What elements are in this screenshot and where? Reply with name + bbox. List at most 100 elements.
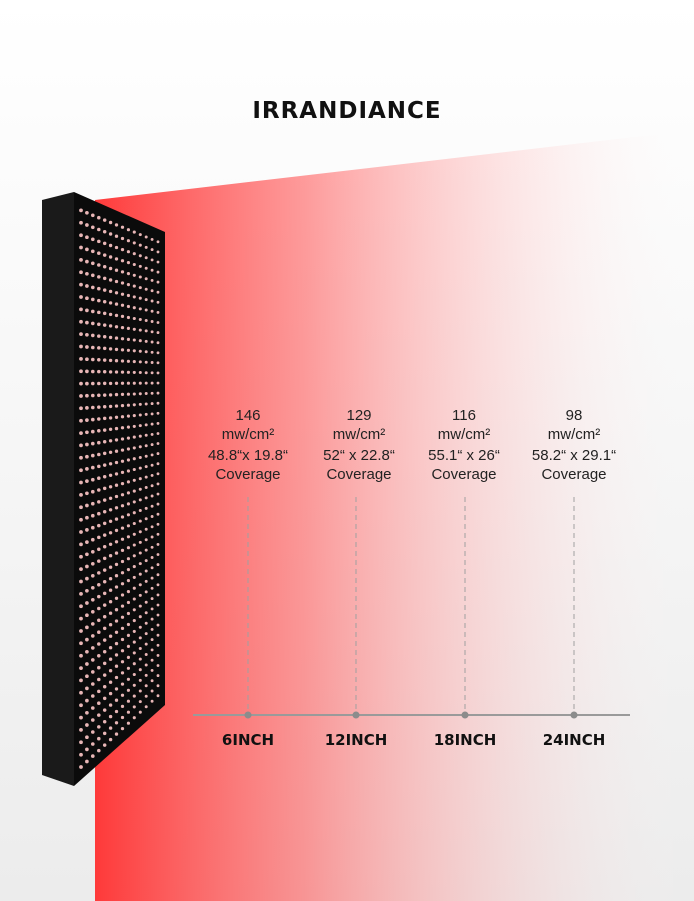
led-dot xyxy=(97,476,101,480)
led-dot xyxy=(102,218,107,222)
led-dot xyxy=(126,392,130,396)
led-dot xyxy=(156,331,160,335)
led-dot xyxy=(126,579,130,583)
led-dot xyxy=(132,672,136,677)
led-dot xyxy=(90,381,95,386)
led-dot xyxy=(102,405,107,409)
led-dot xyxy=(126,283,130,287)
led-dot xyxy=(150,453,154,457)
led-dot xyxy=(132,597,136,601)
led-dot xyxy=(156,563,160,567)
led-dot xyxy=(156,603,160,607)
led-dot xyxy=(102,440,107,444)
led-dot xyxy=(97,322,101,327)
led-dot xyxy=(156,421,160,425)
led-dot xyxy=(132,424,136,428)
led-dot xyxy=(156,260,160,264)
coverage-label: Coverage xyxy=(326,466,392,483)
led-dot xyxy=(138,604,142,608)
led-dot xyxy=(138,370,142,375)
led-dot xyxy=(132,273,136,277)
led-dot xyxy=(138,307,142,311)
led-dot xyxy=(90,465,95,470)
led-dot xyxy=(120,704,125,709)
led-dot xyxy=(144,694,148,698)
led-dot xyxy=(138,243,142,247)
led-dot xyxy=(114,675,119,680)
led-dot xyxy=(97,239,101,244)
led-dot xyxy=(150,391,154,395)
led-dot xyxy=(90,393,95,398)
led-dot xyxy=(138,424,142,428)
led-dot xyxy=(132,489,136,493)
led-dot xyxy=(138,487,142,491)
led-dot xyxy=(138,328,142,332)
led-dot xyxy=(132,435,136,439)
led-dot xyxy=(126,326,130,330)
coverage-label: Coverage xyxy=(431,466,497,483)
led-dot xyxy=(138,445,142,449)
led-dot xyxy=(126,293,130,298)
led-dot xyxy=(114,709,119,714)
led-dot xyxy=(156,391,160,395)
led-dot xyxy=(90,273,95,278)
led-dot xyxy=(156,411,160,415)
led-dot xyxy=(138,562,142,566)
led-dot xyxy=(132,629,136,633)
led-dot xyxy=(85,381,89,386)
led-dot xyxy=(132,608,136,612)
led-dot xyxy=(132,565,136,569)
led-dot xyxy=(144,339,148,343)
led-dot xyxy=(85,247,89,252)
led-dot xyxy=(79,295,83,299)
led-dot xyxy=(150,504,154,508)
led-dot xyxy=(85,747,89,752)
led-dot xyxy=(90,622,95,626)
led-dot xyxy=(156,280,160,284)
led-dot xyxy=(138,254,142,258)
led-dot xyxy=(138,339,142,343)
led-dot xyxy=(85,332,89,337)
led-dot xyxy=(102,230,107,234)
led-dot xyxy=(79,480,83,485)
led-dot xyxy=(150,320,154,323)
led-dot xyxy=(150,258,154,262)
led-dot xyxy=(138,392,142,396)
led-dot xyxy=(144,287,148,291)
led-dot xyxy=(156,633,160,637)
led-dot xyxy=(156,684,160,688)
led-dot xyxy=(102,638,107,642)
led-dot xyxy=(102,696,107,701)
led-dot xyxy=(102,486,107,491)
led-dot xyxy=(79,530,83,534)
led-dot xyxy=(90,682,95,686)
coverage-size: 55.1“ x 26“ xyxy=(428,447,500,464)
led-dot xyxy=(79,394,83,398)
led-dot xyxy=(108,289,113,294)
led-dot xyxy=(102,533,107,537)
led-dot xyxy=(126,611,130,616)
led-dot xyxy=(102,685,107,689)
led-dot xyxy=(97,263,101,267)
led-dot xyxy=(79,455,83,460)
led-dot xyxy=(120,526,125,530)
led-dot xyxy=(85,467,89,471)
led-dot xyxy=(150,381,154,385)
led-dot xyxy=(79,443,83,448)
led-dot xyxy=(90,501,95,506)
led-dot xyxy=(85,540,89,544)
led-dot xyxy=(150,443,154,447)
led-dot xyxy=(120,515,125,519)
led-dot xyxy=(132,262,136,267)
led-dot xyxy=(156,643,160,647)
led-dot xyxy=(138,678,142,682)
led-dot xyxy=(144,684,148,688)
led-dot xyxy=(126,513,130,517)
led-dot xyxy=(120,236,125,241)
led-dot xyxy=(97,571,101,575)
led-dot xyxy=(102,241,107,246)
led-dot xyxy=(156,361,160,365)
led-dot xyxy=(132,694,136,698)
led-dot xyxy=(114,472,119,476)
distance-label-18inch: 18INCH xyxy=(433,731,497,749)
